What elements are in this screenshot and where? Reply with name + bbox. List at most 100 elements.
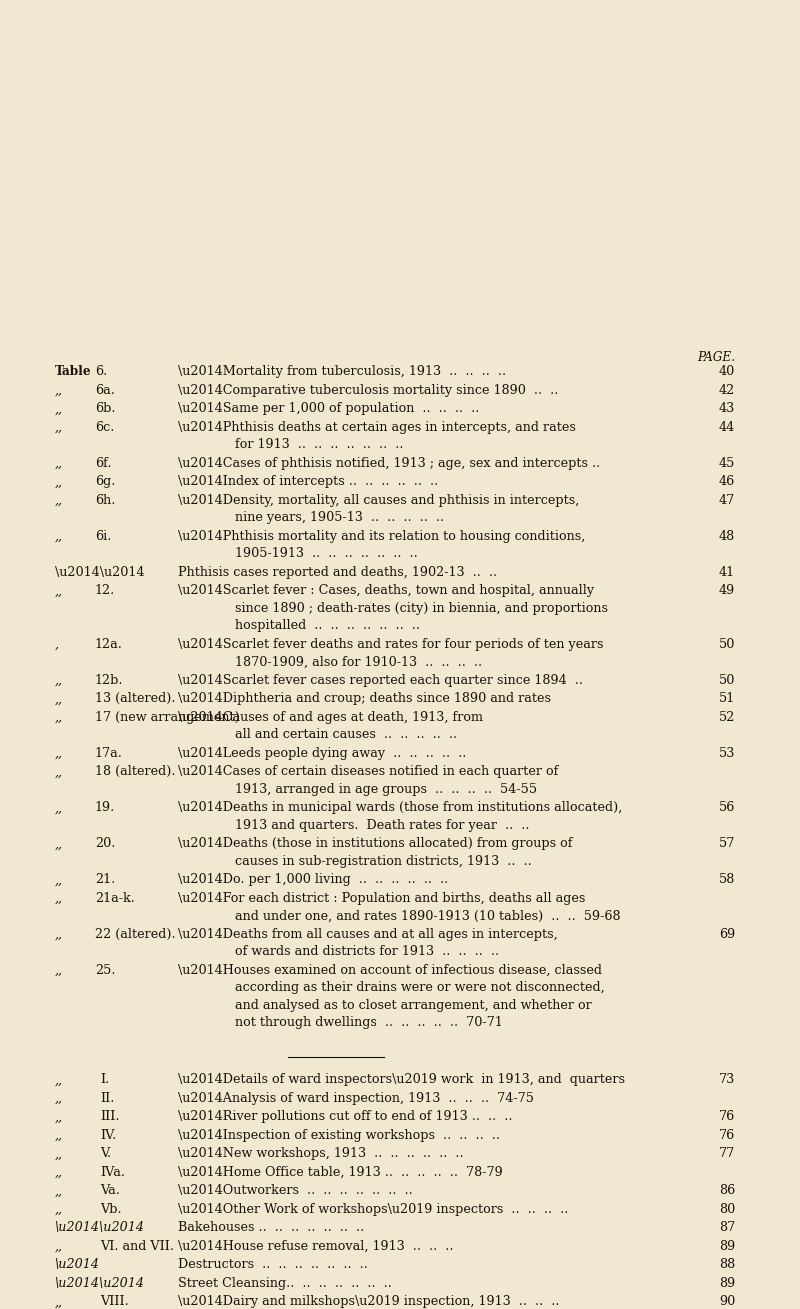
Text: Bakehouses ..  ..  ..  ..  ..  ..  ..: Bakehouses .. .. .. .. .. .. .. <box>178 1221 364 1234</box>
Text: 1913 and quarters.  Death rates for year  ..  ..: 1913 and quarters. Death rates for year … <box>235 819 530 831</box>
Text: 89: 89 <box>718 1276 735 1289</box>
Text: ,,: ,, <box>55 1147 63 1160</box>
Text: 50: 50 <box>718 637 735 651</box>
Text: 6f.: 6f. <box>95 457 111 470</box>
Text: 76: 76 <box>718 1110 735 1123</box>
Text: IVa.: IVa. <box>100 1166 125 1179</box>
Text: ,,: ,, <box>55 1110 63 1123</box>
Text: \u2014Other Work of workshops\u2019 inspectors  ..  ..  ..  ..: \u2014Other Work of workshops\u2019 insp… <box>178 1203 568 1216</box>
Text: 90: 90 <box>718 1296 735 1308</box>
Text: \u2014\u2014: \u2014\u2014 <box>55 1276 145 1289</box>
Text: \u2014For each district : Population and births, deaths all ages: \u2014For each district : Population and… <box>178 891 586 905</box>
Text: ,,: ,, <box>55 402 63 415</box>
Text: 86: 86 <box>718 1185 735 1198</box>
Text: 76: 76 <box>718 1128 735 1141</box>
Text: 6c.: 6c. <box>95 420 114 433</box>
Text: 48: 48 <box>718 530 735 543</box>
Text: 17 (new arrangement): 17 (new arrangement) <box>95 711 240 724</box>
Text: 50: 50 <box>718 674 735 687</box>
Text: ,,: ,, <box>55 1092 63 1105</box>
Text: \u2014Scarlet fever : Cases, deaths, town and hospital, annually: \u2014Scarlet fever : Cases, deaths, tow… <box>178 584 594 597</box>
Text: \u2014Comparative tuberculosis mortality since 1890  ..  ..: \u2014Comparative tuberculosis mortality… <box>178 384 558 397</box>
Text: I.: I. <box>100 1073 110 1086</box>
Text: 6b.: 6b. <box>95 402 115 415</box>
Text: \u2014Deaths in municipal wards (those from institutions allocated),: \u2014Deaths in municipal wards (those f… <box>178 801 622 814</box>
Text: \u2014Do. per 1,000 living  ..  ..  ..  ..  ..  ..: \u2014Do. per 1,000 living .. .. .. .. .… <box>178 873 448 886</box>
Text: ,,: ,, <box>55 493 63 507</box>
Text: 12b.: 12b. <box>95 674 123 687</box>
Text: \u2014Phthisis mortality and its relation to housing conditions,: \u2014Phthisis mortality and its relatio… <box>178 530 586 543</box>
Text: Vb.: Vb. <box>100 1203 122 1216</box>
Text: 22 (altered).: 22 (altered). <box>95 928 176 941</box>
Text: ,,: ,, <box>55 711 63 724</box>
Text: and under one, and rates 1890-1913 (10 tables)  ..  ..  59-68: and under one, and rates 1890-1913 (10 t… <box>235 910 621 923</box>
Text: 43: 43 <box>718 402 735 415</box>
Text: \u2014River pollutions cut off to end of 1913 ..  ..  ..: \u2014River pollutions cut off to end of… <box>178 1110 513 1123</box>
Text: 88: 88 <box>718 1258 735 1271</box>
Text: 51: 51 <box>718 692 735 706</box>
Text: 6h.: 6h. <box>95 493 115 507</box>
Text: not through dwellings  ..  ..  ..  ..  ..  70-71: not through dwellings .. .. .. .. .. 70-… <box>235 1016 502 1029</box>
Text: 21.: 21. <box>95 873 115 886</box>
Text: ,,: ,, <box>55 928 63 941</box>
Text: ,,: ,, <box>55 1240 63 1253</box>
Text: \u2014Density, mortality, all causes and phthisis in intercepts,: \u2014Density, mortality, all causes and… <box>178 493 579 507</box>
Text: Va.: Va. <box>100 1185 120 1198</box>
Text: III.: III. <box>100 1110 119 1123</box>
Text: 1905-1913  ..  ..  ..  ..  ..  ..  ..: 1905-1913 .. .. .. .. .. .. .. <box>235 547 418 560</box>
Text: ,,: ,, <box>55 963 63 977</box>
Text: \u2014Diphtheria and croup; deaths since 1890 and rates: \u2014Diphtheria and croup; deaths since… <box>178 692 551 706</box>
Text: ,,: ,, <box>55 1185 63 1198</box>
Text: 42: 42 <box>718 384 735 397</box>
Text: 87: 87 <box>718 1221 735 1234</box>
Text: 89: 89 <box>718 1240 735 1253</box>
Text: ,,: ,, <box>55 1166 63 1179</box>
Text: 57: 57 <box>718 838 735 851</box>
Text: ,,: ,, <box>55 891 63 905</box>
Text: 13 (altered).: 13 (altered). <box>95 692 175 706</box>
Text: VI. and VII.: VI. and VII. <box>100 1240 174 1253</box>
Text: II.: II. <box>100 1092 114 1105</box>
Text: \u2014Causes of and ages at death, 1913, from: \u2014Causes of and ages at death, 1913,… <box>178 711 483 724</box>
Text: Street Cleansing..  ..  ..  ..  ..  ..  ..: Street Cleansing.. .. .. .. .. .. .. <box>178 1276 392 1289</box>
Text: ,: , <box>55 637 59 651</box>
Text: 6i.: 6i. <box>95 530 111 543</box>
Text: 73: 73 <box>718 1073 735 1086</box>
Text: 77: 77 <box>718 1147 735 1160</box>
Text: 17a.: 17a. <box>95 747 123 759</box>
Text: 52: 52 <box>718 711 735 724</box>
Text: ,,: ,, <box>55 420 63 433</box>
Text: ,,: ,, <box>55 584 63 597</box>
Text: 53: 53 <box>718 747 735 759</box>
Text: VIII.: VIII. <box>100 1296 129 1308</box>
Text: 80: 80 <box>718 1203 735 1216</box>
Text: 69: 69 <box>718 928 735 941</box>
Text: ,,: ,, <box>55 475 63 488</box>
Text: 19.: 19. <box>95 801 115 814</box>
Text: 6.: 6. <box>95 365 107 378</box>
Text: ,,: ,, <box>55 873 63 886</box>
Text: 12.: 12. <box>95 584 115 597</box>
Text: \u2014House refuse removal, 1913  ..  ..  ..: \u2014House refuse removal, 1913 .. .. .… <box>178 1240 454 1253</box>
Text: hospitalled  ..  ..  ..  ..  ..  ..  ..: hospitalled .. .. .. .. .. .. .. <box>235 619 420 632</box>
Text: \u2014\u2014: \u2014\u2014 <box>55 565 145 579</box>
Text: \u2014Leeds people dying away  ..  ..  ..  ..  ..: \u2014Leeds people dying away .. .. .. .… <box>178 747 466 759</box>
Text: ,,: ,, <box>55 692 63 706</box>
Text: ,,: ,, <box>55 747 63 759</box>
Text: \u2014Scarlet fever cases reported each quarter since 1894  ..: \u2014Scarlet fever cases reported each … <box>178 674 583 687</box>
Text: causes in sub-registration districts, 1913  ..  ..: causes in sub-registration districts, 19… <box>235 855 532 868</box>
Text: ,,: ,, <box>55 1073 63 1086</box>
Text: \u2014Analysis of ward inspection, 1913  ..  ..  ..  74-75: \u2014Analysis of ward inspection, 1913 … <box>178 1092 534 1105</box>
Text: Table: Table <box>55 365 92 378</box>
Text: ,,: ,, <box>55 674 63 687</box>
Text: \u2014\u2014: \u2014\u2014 <box>55 1221 145 1234</box>
Text: \u2014Cases of phthisis notified, 1913 ; age, sex and intercepts ..: \u2014Cases of phthisis notified, 1913 ;… <box>178 457 600 470</box>
Text: 40: 40 <box>718 365 735 378</box>
Text: according as their drains were or were not disconnected,: according as their drains were or were n… <box>235 982 605 995</box>
Text: 25.: 25. <box>95 963 115 977</box>
Text: ,,: ,, <box>55 801 63 814</box>
Text: ,,: ,, <box>55 530 63 543</box>
Text: 49: 49 <box>718 584 735 597</box>
Text: \u2014Phthisis deaths at certain ages in intercepts, and rates: \u2014Phthisis deaths at certain ages in… <box>178 420 576 433</box>
Text: 12a.: 12a. <box>95 637 123 651</box>
